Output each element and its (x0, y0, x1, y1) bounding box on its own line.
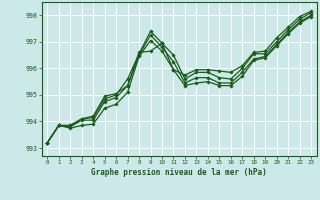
X-axis label: Graphe pression niveau de la mer (hPa): Graphe pression niveau de la mer (hPa) (91, 168, 267, 177)
